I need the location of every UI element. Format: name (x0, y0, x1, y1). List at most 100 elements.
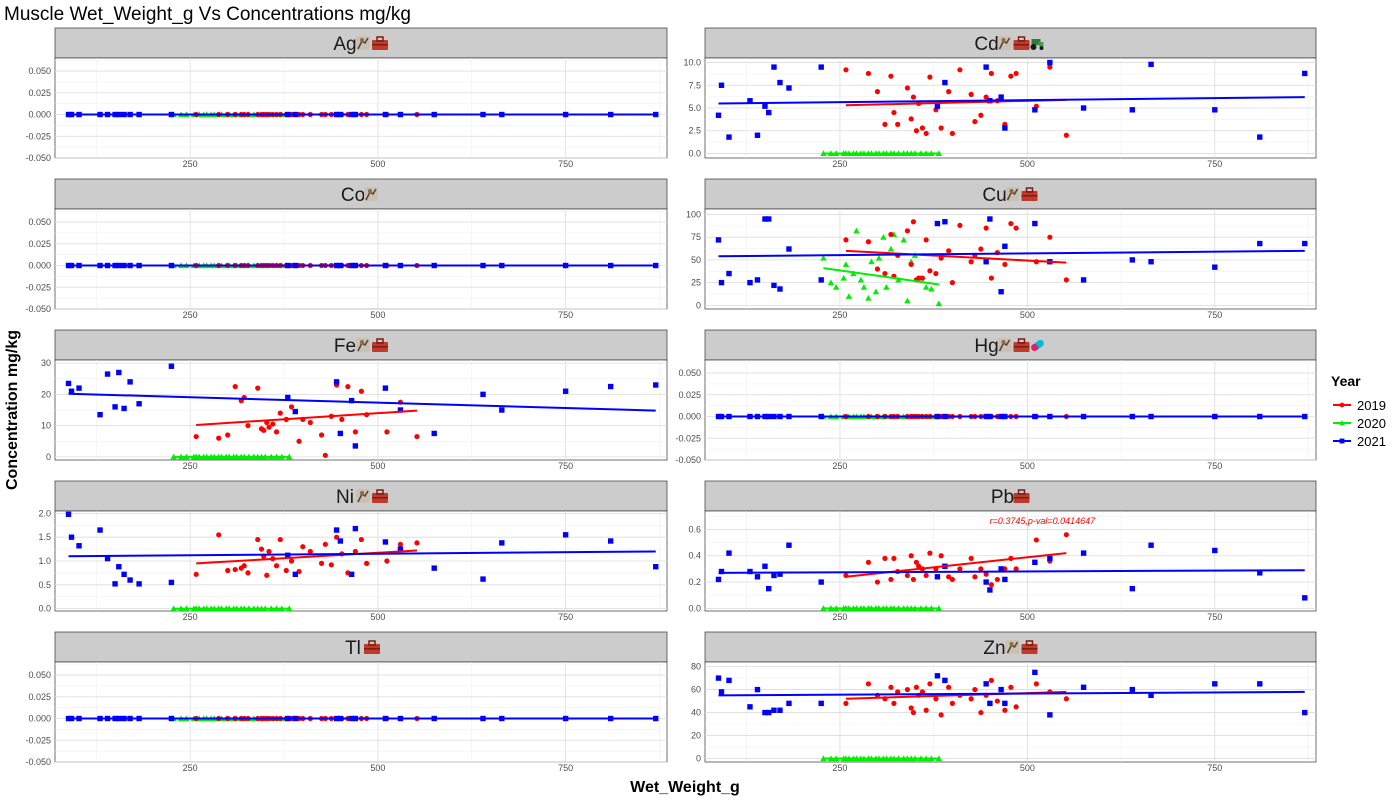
point-2021 (818, 277, 824, 283)
point-2019 (949, 280, 955, 286)
y-tick-label: 0.0 (688, 148, 701, 158)
point-2021 (1257, 570, 1263, 576)
point-2021 (747, 98, 753, 104)
point-2021 (1212, 681, 1218, 687)
y-tick-label: 0.050 (678, 368, 701, 378)
x-tick-label: 500 (370, 612, 385, 622)
gridlines (705, 511, 1316, 611)
point-2019 (1002, 707, 1008, 713)
point-2019 (318, 432, 325, 438)
point-2020 (935, 300, 943, 307)
point-2021 (562, 388, 569, 394)
point-2021 (987, 587, 993, 593)
point-2021 (1302, 70, 1308, 77)
point-2019 (216, 532, 222, 538)
y-tick-label: 2.0 (38, 508, 51, 518)
facet-panel-ni: Ni 0.0 0.5 1.0 1.5 2.0 250 500 750 (38, 480, 668, 622)
point-2019 (888, 684, 894, 690)
point-2020 (840, 274, 847, 281)
point-2019 (288, 558, 295, 564)
point-2019 (923, 572, 929, 579)
point-2019 (933, 270, 939, 277)
point-2019 (261, 427, 267, 433)
point-2020 (928, 285, 935, 292)
panel-background (54, 661, 668, 763)
series-2021 (715, 542, 1308, 601)
angler-icon (355, 337, 371, 353)
point-2019 (225, 567, 231, 574)
point-2021 (1302, 240, 1308, 247)
panel-background (704, 359, 1317, 461)
point-2019 (994, 576, 1000, 583)
point-2021 (777, 707, 783, 713)
point-2019 (946, 574, 952, 580)
point-2021 (562, 532, 569, 538)
point-2019 (888, 231, 894, 238)
point-2021 (1080, 684, 1087, 690)
angler-icon (363, 186, 379, 202)
point-2019 (1008, 684, 1014, 690)
x-tick-label: 750 (1207, 763, 1222, 773)
point-2019 (927, 74, 933, 80)
point-2019 (927, 681, 933, 687)
x-tick-label: 750 (558, 763, 573, 773)
point-2019 (988, 275, 994, 281)
point-2019 (968, 259, 974, 265)
x-tick-label: 500 (1020, 159, 1035, 169)
point-2019 (978, 709, 984, 716)
point-2021 (116, 369, 122, 376)
point-2021 (998, 289, 1004, 295)
fit-line-2021 (68, 550, 656, 558)
gridlines (705, 58, 1316, 158)
y-tick-label: -0.050 (25, 153, 51, 163)
point-2021 (1129, 585, 1136, 592)
point-2021 (754, 574, 761, 580)
point-2021 (754, 132, 761, 138)
point-2021 (65, 380, 72, 387)
x-tick-label: 750 (1207, 612, 1222, 622)
point-2021 (352, 443, 359, 449)
point-2021 (104, 371, 111, 377)
point-2019 (904, 228, 911, 234)
point-2019 (277, 536, 283, 543)
point-2021 (983, 681, 989, 687)
point-2021 (987, 700, 993, 707)
point-2021 (397, 407, 404, 413)
point-2020 (845, 293, 853, 299)
point-2021 (1002, 576, 1008, 583)
point-2019 (888, 576, 894, 583)
y-tick-label: 60 (691, 685, 701, 695)
point-2021 (718, 689, 725, 695)
point-2021 (762, 709, 768, 716)
series-2019 (193, 382, 420, 458)
point-2019 (225, 432, 231, 438)
legend-entry-2020: 2020 (1333, 416, 1386, 431)
point-2021 (1080, 550, 1087, 556)
facet-strip-label: Hg (974, 336, 998, 357)
point-2019 (913, 559, 920, 565)
x-tick-label: 250 (183, 763, 198, 773)
point-2021 (292, 408, 298, 415)
facet-panel-hg: Hg -0.050 -0.025 0.000 0.025 0.050 250 500 750 (675, 329, 1317, 471)
point-2021 (715, 576, 722, 583)
point-2019 (345, 383, 351, 390)
point-2019 (1008, 220, 1014, 227)
legend-entry-2019: 2019 (1333, 398, 1386, 413)
point-2019 (908, 705, 914, 711)
point-2019 (1013, 70, 1019, 77)
point-2019 (972, 574, 978, 580)
point-2019 (266, 548, 272, 555)
x-tick-label: 500 (370, 310, 385, 320)
point-2021 (1047, 555, 1053, 562)
legend: Year 2019 2020 2021 (1331, 373, 1386, 449)
y-tick-label: 10 (41, 421, 51, 431)
point-2021 (777, 79, 783, 86)
point-2019 (307, 548, 313, 555)
point-2019 (865, 70, 872, 77)
point-2019 (988, 582, 994, 588)
facet-panel-fe: Fe 0 10 20 30 250 500 750 (41, 329, 668, 471)
facet-strip-label: Cu (982, 185, 1006, 206)
series-2021 (65, 363, 659, 449)
point-2019 (978, 112, 984, 118)
point-2019 (938, 553, 944, 559)
